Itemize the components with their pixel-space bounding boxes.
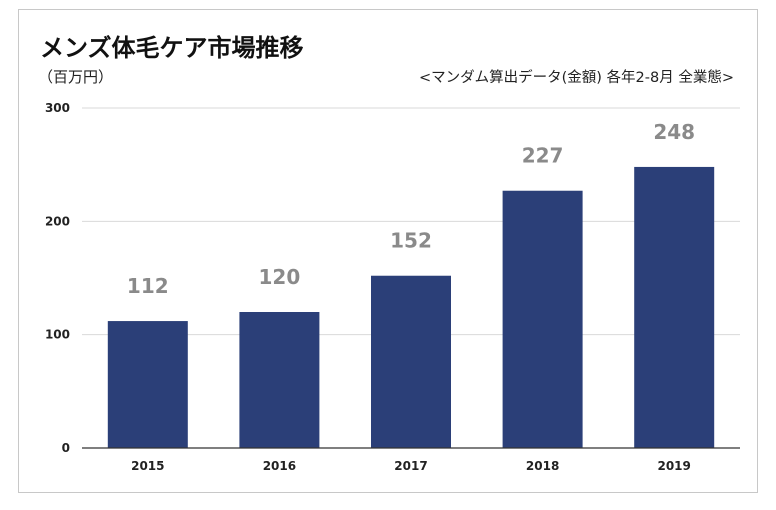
unit-label: （百万円）: [38, 68, 114, 86]
data-label: 152: [390, 229, 432, 253]
data-label: 248: [653, 120, 695, 144]
bar: [634, 166, 715, 448]
x-tick-label: 2019: [657, 459, 690, 473]
y-tick-label: 0: [62, 441, 70, 455]
y-tick-label: 200: [45, 214, 70, 228]
bar: [107, 321, 188, 448]
source-note: <マンダム算出データ(金額) 各年2-8月 全業態>: [418, 70, 734, 86]
x-tick-label: 2018: [526, 459, 559, 473]
x-tick-label: 2015: [131, 459, 164, 473]
y-tick-label: 100: [45, 328, 70, 342]
data-label: 120: [259, 265, 301, 289]
y-tick-label: 300: [45, 101, 70, 115]
data-label: 112: [127, 274, 169, 298]
bar: [371, 275, 451, 448]
bar: [502, 190, 583, 448]
x-tick-label: 2016: [263, 459, 296, 473]
bar: [239, 312, 320, 448]
chart-title: メンズ体毛ケア市場推移: [40, 34, 304, 62]
x-tick-label: 2017: [394, 459, 427, 473]
data-label: 227: [522, 144, 564, 168]
